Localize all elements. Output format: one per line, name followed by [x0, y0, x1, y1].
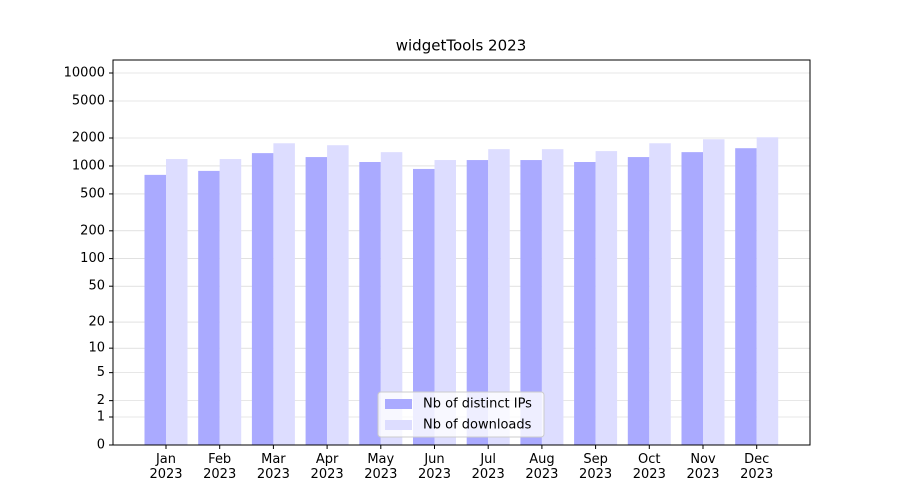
y-tick-label: 5 — [97, 365, 105, 380]
legend-swatch — [385, 399, 412, 409]
y-tick-label: 200 — [80, 223, 105, 238]
x-tick-label: Mar 2023 — [256, 452, 290, 482]
legend-label: Nb of downloads — [423, 418, 532, 433]
bar — [166, 159, 188, 445]
bar — [681, 152, 703, 445]
legend-swatch — [385, 420, 412, 430]
bar — [144, 174, 166, 446]
bar — [703, 139, 725, 445]
y-tick-label: 5000 — [72, 93, 105, 108]
x-tick-label: Dec 2023 — [740, 452, 774, 482]
bar — [413, 168, 435, 446]
bar — [251, 153, 274, 445]
x-tick-label: Sep 2023 — [579, 452, 613, 482]
x-tick-label: Feb 2023 — [203, 452, 237, 482]
bar — [434, 160, 456, 445]
x-tick-label: Jun 2023 — [417, 452, 452, 482]
y-tick-label: 1 — [97, 410, 105, 425]
legend: Nb of distinct IPs Nb of downloads — [377, 391, 545, 438]
y-tick-label: 2 — [97, 393, 105, 408]
bar — [219, 159, 242, 445]
y-tick-label: 100 — [80, 251, 105, 266]
bar — [305, 157, 328, 445]
bar — [273, 143, 295, 446]
x-tick-label: Oct 2023 — [632, 452, 666, 482]
y-tick-label: 10000 — [64, 66, 105, 81]
bar — [595, 151, 618, 445]
legend-label: Nb of distinct IPs — [423, 397, 532, 412]
bar — [541, 149, 564, 445]
bar — [488, 149, 510, 445]
bar — [466, 160, 489, 445]
x-tick-label: Jan 2023 — [149, 452, 183, 482]
x-tick-label: Apr 2023 — [310, 452, 344, 482]
bar — [380, 152, 403, 445]
bar — [756, 137, 779, 445]
x-tick-label: Nov 2023 — [686, 452, 720, 482]
bar — [327, 145, 349, 445]
bar — [520, 160, 542, 445]
y-tick-label: 500 — [80, 186, 105, 201]
bar — [198, 170, 220, 446]
bar — [627, 157, 650, 445]
x-tick-label: May 2023 — [364, 452, 398, 482]
y-tick-label: 2000 — [72, 130, 105, 145]
bar — [735, 148, 757, 446]
bar — [359, 162, 381, 446]
x-tick-label: Jul 2023 — [471, 452, 505, 482]
x-tick-label: Aug 2023 — [525, 452, 559, 482]
plot-frame — [112, 59, 811, 446]
y-tick-label: 10 — [88, 341, 105, 356]
chart-title: widgetTools 2023 — [396, 37, 526, 55]
y-tick-label: 1000 — [72, 158, 105, 173]
bar — [649, 143, 671, 446]
y-tick-label: 0 — [97, 438, 105, 453]
bar — [574, 162, 596, 446]
legend-box — [377, 391, 545, 438]
y-tick-label: 20 — [88, 315, 105, 330]
y-tick-label: 50 — [88, 279, 105, 294]
